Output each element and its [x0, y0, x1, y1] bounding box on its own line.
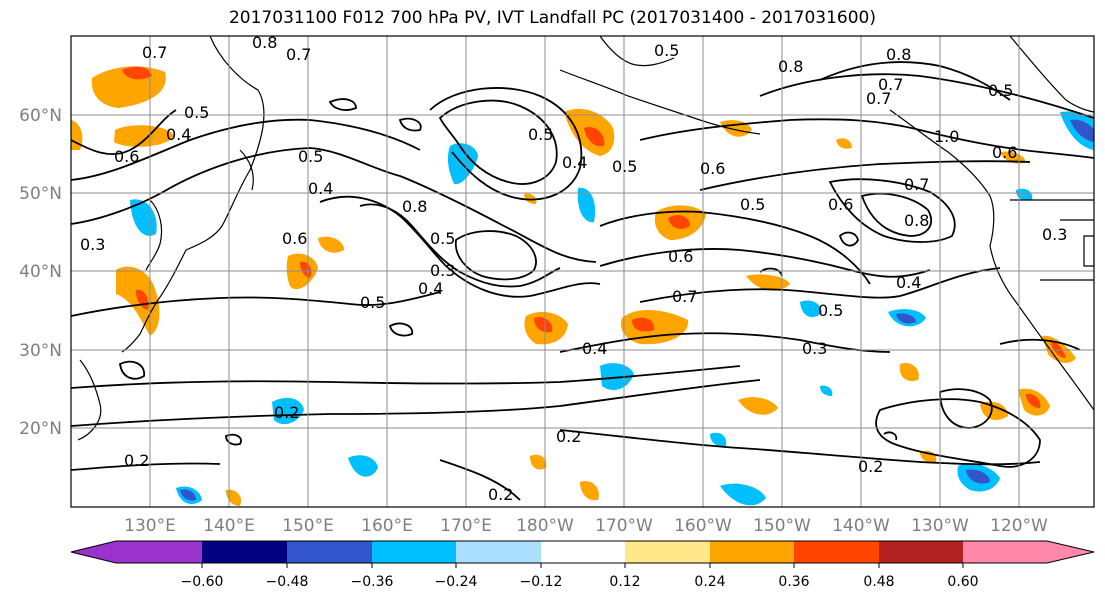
colorbar-bin — [116, 541, 202, 563]
colorbar-bin — [963, 541, 1047, 563]
contour-label: 0.5 — [298, 147, 323, 166]
lon-label: 180°W — [516, 516, 574, 536]
contour-label: 0.2 — [858, 457, 883, 476]
lon-label: 120°W — [990, 516, 1048, 536]
lon-label: 150°E — [282, 516, 334, 536]
contour-label: 0.3 — [80, 235, 105, 254]
contour-label: 0.8 — [402, 197, 427, 216]
colorbar-arrow-right — [1047, 541, 1094, 563]
contour-label: 0.4 — [308, 179, 333, 198]
contour-label: 0.3 — [802, 339, 827, 358]
colorbar-tick-label: −0.36 — [351, 574, 394, 590]
colorbar-outline — [70, 540, 1095, 564]
lon-label: 130°W — [911, 516, 969, 536]
colorbar-bin — [287, 541, 372, 563]
contour-label: 0.3 — [1042, 225, 1067, 244]
lon-label: 160°W — [674, 516, 732, 536]
lat-label: 30°N — [19, 341, 62, 361]
colorbar-tick-label: 0.24 — [694, 574, 725, 590]
contour-label: 0.7 — [142, 43, 167, 62]
map-title: 2017031100 F012 700 hPa PV, IVT Landfall… — [228, 8, 876, 28]
ivt-anomaly-fills — [71, 66, 1094, 506]
contour-label: 0.5 — [430, 229, 455, 248]
colorbar-bin — [541, 541, 625, 563]
contour-label: 0.5 — [654, 41, 679, 60]
lon-label: 140°E — [203, 516, 255, 536]
contour-label: 0.5 — [818, 301, 843, 320]
contour-label: 0.6 — [700, 159, 725, 178]
contour-label: 0.2 — [124, 451, 149, 470]
contour-label: 0.6 — [828, 195, 853, 214]
colorbar-tick-label: −0.12 — [520, 574, 563, 590]
contour-label: 0.6 — [992, 143, 1017, 162]
contour-label: 0.5 — [988, 81, 1013, 100]
map-border — [70, 35, 1095, 508]
lat-label: 60°N — [19, 106, 62, 126]
contour-label: 0.5 — [740, 195, 765, 214]
contour-label: 0.2 — [274, 403, 299, 422]
contour-label: 0.5 — [612, 157, 637, 176]
contour-label: 0.4 — [582, 339, 607, 358]
longitude-labels: 130°E 140°E 150°E 160°E 170°E 180°W 170°… — [124, 516, 1048, 536]
contour-label: 0.7 — [672, 287, 697, 306]
colorbar-tick-label: 0.48 — [863, 574, 894, 590]
lat-label: 40°N — [19, 262, 62, 282]
contour-label: 0.5 — [184, 103, 209, 122]
colorbar-bin — [456, 541, 541, 563]
colorbar-tick-label: −0.24 — [435, 574, 478, 590]
colorbar-tick-label: −0.48 — [266, 574, 309, 590]
contour-label: 0.8 — [778, 57, 803, 76]
lon-label: 150°W — [753, 516, 811, 536]
contour-label: 0.3 — [430, 261, 455, 280]
lon-label: 160°E — [361, 516, 413, 536]
contour-label: 0.7 — [904, 175, 929, 194]
colorbar-tick-label: −0.60 — [181, 574, 224, 590]
contour-label: 1.0 — [934, 127, 959, 146]
contour-label: 0.8 — [886, 45, 911, 64]
lat-label: 50°N — [19, 184, 62, 204]
coastlines — [77, 36, 1094, 441]
contour-label: 0.5 — [360, 293, 385, 312]
contour-label: 0.8 — [252, 33, 277, 52]
contour-label: 0.4 — [562, 153, 587, 172]
contour-label: 0.2 — [556, 427, 581, 446]
latitude-labels: 60°N 50°N 40°N 30°N 20°N — [19, 106, 62, 439]
colorbar: −0.60 −0.48 −0.36 −0.24 −0.12 0.12 0.24 … — [70, 540, 1095, 590]
colorbar-bin — [625, 541, 710, 563]
colorbar-tick-label: 0.12 — [609, 574, 640, 590]
contour-label: 0.2 — [488, 485, 513, 504]
colorbar-bin — [202, 541, 287, 563]
contour-labels: 0.8 0.7 0.7 0.6 0.4 0.5 0.5 0.4 0.6 0.3 … — [80, 33, 1067, 504]
contour-label: 0.6 — [114, 147, 139, 166]
colorbar-tick-label: 0.60 — [947, 574, 978, 590]
colorbar-arrow-left — [71, 541, 116, 563]
contour-label: 0.4 — [166, 125, 191, 144]
contour-label: 0.4 — [896, 273, 921, 292]
colorbar-bin — [879, 541, 963, 563]
colorbar-bin — [794, 541, 879, 563]
contour-label: 0.6 — [282, 229, 307, 248]
lon-label: 140°W — [832, 516, 890, 536]
lon-label: 130°E — [124, 516, 176, 536]
contour-label: 0.7 — [286, 45, 311, 64]
contour-label: 0.6 — [668, 247, 693, 266]
contour-label: 0.5 — [528, 125, 553, 144]
contour-label: 0.7 — [866, 89, 891, 108]
lon-label: 170°W — [595, 516, 653, 536]
lon-label: 170°E — [440, 516, 492, 536]
colorbar-bin — [372, 541, 456, 563]
contour-label: 0.7 — [878, 75, 903, 94]
contour-label: 0.8 — [904, 211, 929, 230]
contour-label: 0.4 — [418, 279, 443, 298]
colorbar-bin — [710, 541, 794, 563]
colorbar-tick-label: 0.36 — [778, 574, 809, 590]
lat-label: 20°N — [19, 419, 62, 439]
graticule — [71, 36, 1094, 507]
